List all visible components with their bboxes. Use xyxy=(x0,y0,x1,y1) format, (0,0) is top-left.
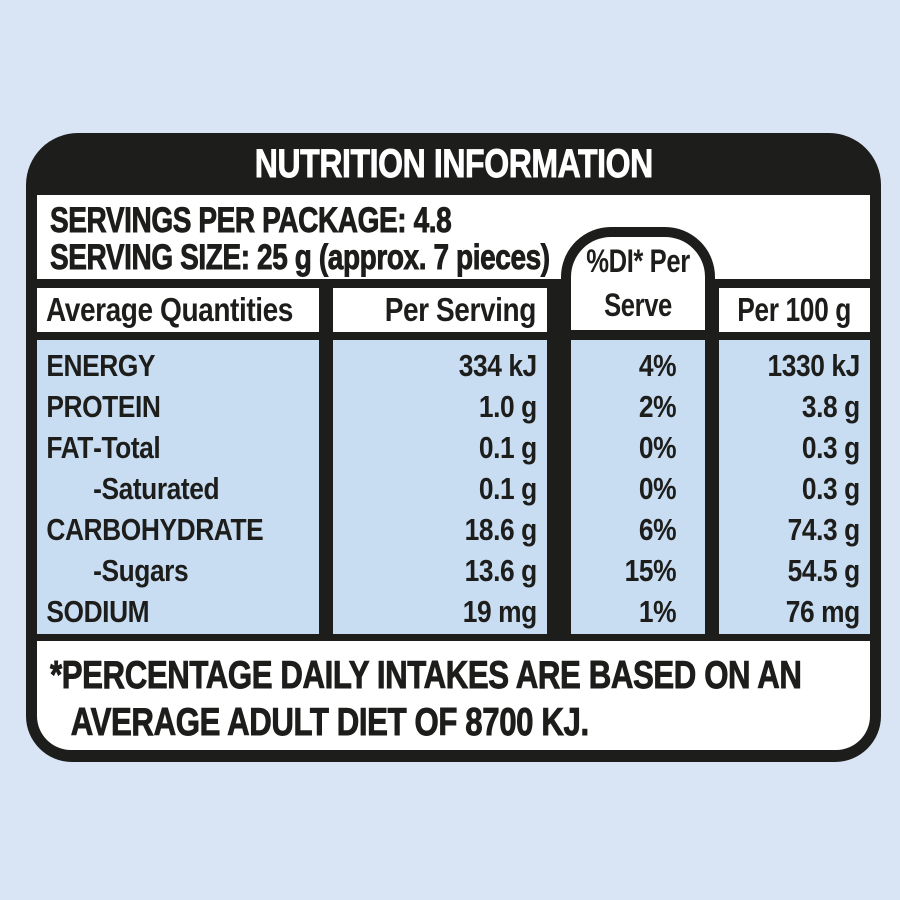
di-value: 0% xyxy=(638,471,677,506)
di-value: 0% xyxy=(638,430,677,465)
nutrition-label: NUTRITION INFORMATION SERVINGS PER PACKA… xyxy=(26,133,881,762)
per-serving-value: 1.0 g xyxy=(478,389,537,424)
per-100g-value: 0.3 g xyxy=(801,430,860,465)
nutrient-name-row: FAT -Total xyxy=(46,430,161,465)
per-serving-value: 0.1 g xyxy=(478,471,537,506)
footnote-line2: AVERAGE ADULT DIET OF 8700 KJ. xyxy=(70,701,589,745)
per-100g-value: 54.5 g xyxy=(787,553,861,588)
column-header-per-serving: Per Serving xyxy=(333,288,547,332)
per-serving-value: 13.6 g xyxy=(464,553,538,588)
nutrient-name-row: ENERGY xyxy=(46,348,156,383)
nutrient-name-row: CARBOHYDRATE xyxy=(46,512,264,547)
per-serving-value: 0.1 g xyxy=(478,430,537,465)
per-serving-value: 18.6 g xyxy=(464,512,538,547)
per-serving-value: 19 mg xyxy=(462,594,537,629)
per-100g-value: 0.3 g xyxy=(801,471,860,506)
per-serving-value: 334 kJ xyxy=(458,348,537,383)
footnote-line1: *PERCENTAGE DAILY INTAKES ARE BASED ON A… xyxy=(50,654,803,698)
body-column-di-per-serve-values: 4% 2% 0% 0% 6% 15% 1% xyxy=(571,340,705,634)
di-header-line2: Serve xyxy=(604,287,672,323)
per-100g-value: 76 mg xyxy=(785,594,860,629)
column-header-per-100g: Per 100 g xyxy=(719,288,870,332)
servings-info-box: SERVINGS PER PACKAGE: 4.8 SERVING SIZE: … xyxy=(37,195,870,279)
nutrient-name-row: -Saturated xyxy=(93,471,220,506)
column-header-average-quantities: Average Quantities xyxy=(37,288,319,332)
per-100g-value: 74.3 g xyxy=(787,512,861,547)
nutrition-label-title-bar: NUTRITION INFORMATION xyxy=(26,133,881,195)
column-header-di-per-serve-arch: %DI* Per Serve xyxy=(561,227,715,340)
nutrient-name-row: PROTEIN xyxy=(46,389,161,424)
di-value: 6% xyxy=(638,512,677,547)
di-header-line1: %DI* Per xyxy=(586,243,690,279)
per-100g-value: 1330 kJ xyxy=(767,348,861,383)
nutrition-label-title: NUTRITION INFORMATION xyxy=(254,141,653,186)
di-value: 2% xyxy=(638,389,677,424)
nutrient-name-row: -Sugars xyxy=(93,553,189,588)
di-value: 15% xyxy=(624,553,677,588)
body-column-nutrient-names: ENERGY PROTEIN FAT -Total -Saturated CARB… xyxy=(37,340,319,634)
serving-size: SERVING SIZE: 25 g (approx. 7 pieces) xyxy=(50,238,551,277)
servings-per-package: SERVINGS PER PACKAGE: 4.8 xyxy=(50,201,452,240)
di-value: 1% xyxy=(638,594,677,629)
body-column-per-100g-values: 1330 kJ 3.8 g 0.3 g 0.3 g 74.3 g 54.5 g … xyxy=(719,340,870,634)
body-column-per-serving-values: 334 kJ 1.0 g 0.1 g 0.1 g 18.6 g 13.6 g 1… xyxy=(333,340,547,634)
nutrient-name-row: SODIUM xyxy=(46,594,150,629)
per-100g-value: 3.8 g xyxy=(801,389,860,424)
footnote-box: *PERCENTAGE DAILY INTAKES ARE BASED ON A… xyxy=(37,641,870,750)
di-value: 4% xyxy=(638,348,677,383)
